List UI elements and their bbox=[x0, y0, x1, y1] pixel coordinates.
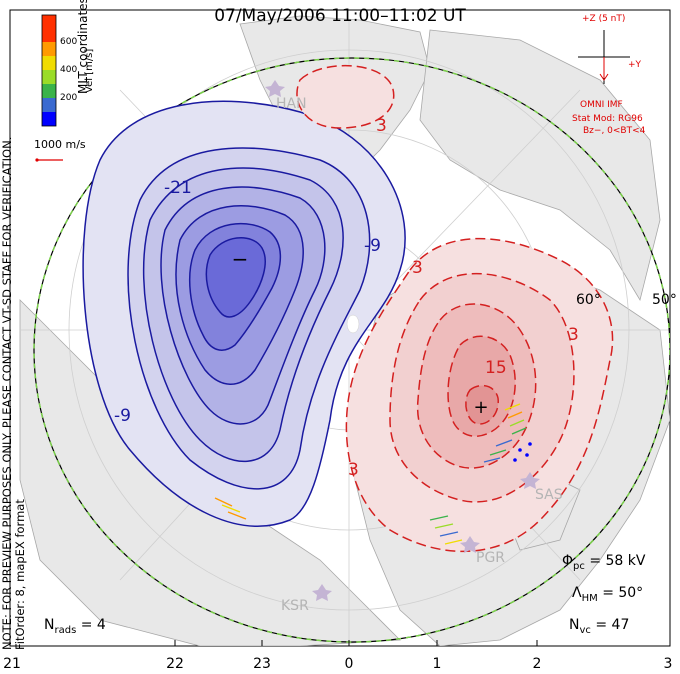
legend-tick-200: 200 bbox=[60, 93, 78, 103]
imf-by-label: +Y bbox=[628, 60, 642, 70]
imf-dial bbox=[578, 30, 630, 84]
contour-label: -9 bbox=[114, 406, 131, 426]
stat-lambda-value: = 50° bbox=[602, 585, 644, 601]
scale-vector bbox=[35, 158, 63, 162]
preview-note-line2: FitOrder: 8, mapEX format bbox=[13, 499, 27, 650]
stat-nrads: Nrads = 4 bbox=[44, 617, 106, 636]
lat-label-60: 60° bbox=[576, 292, 601, 308]
pole-marker bbox=[346, 314, 360, 334]
velocity-vectors bbox=[214, 403, 532, 545]
velocity-colorbar bbox=[41, 14, 57, 127]
stat-phi-symbol: Φ bbox=[562, 553, 574, 569]
stat-nvc-sub: vc bbox=[579, 624, 591, 636]
mlt-axis-ticks bbox=[9, 640, 671, 646]
station-markers bbox=[265, 80, 540, 601]
hm-boundary bbox=[33, 57, 670, 643]
legend-tick-600: 600 bbox=[60, 37, 78, 47]
positive-potential-cell bbox=[296, 64, 614, 553]
mlt-label-3: 3 bbox=[663, 656, 673, 672]
stat-nrads-sub: rads bbox=[54, 624, 77, 636]
scale-label: 1000 m/s bbox=[34, 138, 86, 151]
mlt-label-22: 22 bbox=[166, 656, 184, 672]
station-label-han: HAN bbox=[276, 96, 307, 112]
stat-lambda-hm: ΛHM = 50° bbox=[572, 585, 643, 604]
stat-lambda-sub: HM bbox=[581, 592, 598, 604]
contour-label: 3 bbox=[568, 325, 579, 345]
preview-note: NOTE: FOR PREVIEW PURPOSES ONLY. PLEASE … bbox=[0, 137, 27, 650]
station-label-sas: SAS bbox=[535, 487, 563, 503]
stat-phi-pc: Φpc = 58 kV bbox=[562, 553, 645, 572]
negative-potential-cell bbox=[82, 100, 406, 527]
stat-nvc: Nvc = 47 bbox=[569, 617, 629, 636]
mlt-label-2: 2 bbox=[532, 656, 542, 672]
mlt-label-0: 0 bbox=[344, 656, 354, 672]
stat-nvc-symbol: N bbox=[569, 617, 580, 633]
stat-nvc-value: = 47 bbox=[595, 617, 630, 633]
station-label-ksr: KSR bbox=[281, 598, 309, 614]
stat-lambda-symbol: Λ bbox=[572, 585, 582, 601]
map-title: 07/May/2006 11:00–11:02 UT bbox=[214, 6, 466, 26]
imf-condition: Bz−, 0<BT<4 bbox=[583, 126, 646, 136]
legend-tick-400: 400 bbox=[60, 65, 78, 75]
stat-nrads-symbol: N bbox=[44, 617, 55, 633]
contour-label: 3 bbox=[412, 258, 423, 278]
mlt-label-21: 21 bbox=[3, 656, 21, 672]
mlt-label-1: 1 bbox=[432, 656, 442, 672]
stat-phi-value: = 58 kV bbox=[589, 553, 646, 569]
stat-phi-sub: pc bbox=[573, 560, 585, 572]
contour-label: -21 bbox=[164, 178, 192, 198]
contour-label: 3 bbox=[376, 116, 387, 136]
stat-nrads-value: = 4 bbox=[80, 617, 106, 633]
legend-unit: Vel [m/s] bbox=[84, 48, 95, 93]
contour-label: 3 bbox=[348, 460, 359, 480]
imf-stat-mod: Stat Mod: RG96 bbox=[572, 114, 643, 124]
contour-label: -9 bbox=[364, 236, 381, 256]
contour-label: 15 bbox=[485, 358, 507, 378]
potential-min-marker: − bbox=[232, 247, 249, 271]
station-label-pgr: PGR bbox=[476, 550, 506, 566]
imf-bz-label: +Z (5 nT) bbox=[582, 14, 626, 24]
lat-label-50: 50° bbox=[652, 292, 677, 308]
potential-max-marker: + bbox=[473, 397, 488, 418]
imf-source: OMNI IMF bbox=[580, 100, 623, 110]
mlt-label-23: 23 bbox=[253, 656, 271, 672]
